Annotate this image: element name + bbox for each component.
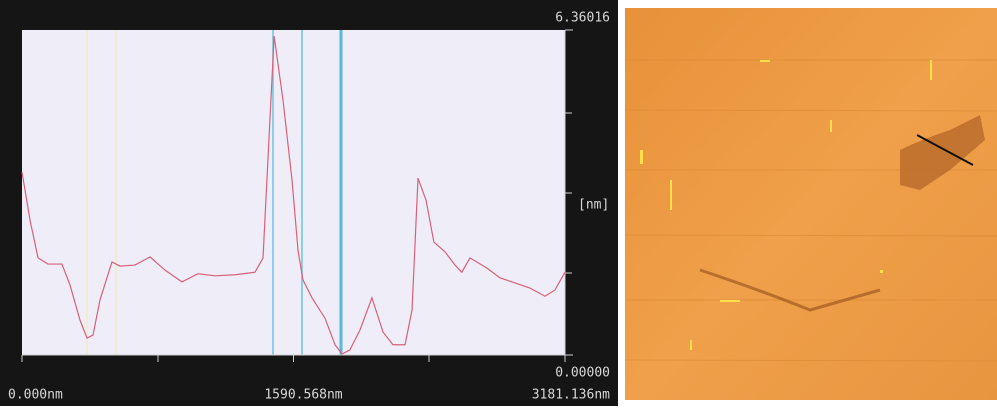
afm-image [625, 8, 997, 400]
x-tick-label: 3181.136nm [532, 388, 610, 403]
y-axis-label: [nm] [578, 198, 609, 213]
x-tick-label: 1590.568nm [264, 388, 342, 403]
y-tick-label: 0.00000 [555, 366, 610, 381]
x-tick-label: 0.000nm [8, 388, 63, 403]
y-tick-label: 6.36016 [555, 11, 610, 26]
screenshot: [nm] 0.00000 6.36016 0.000nm 1590.568nm 3181… [0, 0, 997, 406]
